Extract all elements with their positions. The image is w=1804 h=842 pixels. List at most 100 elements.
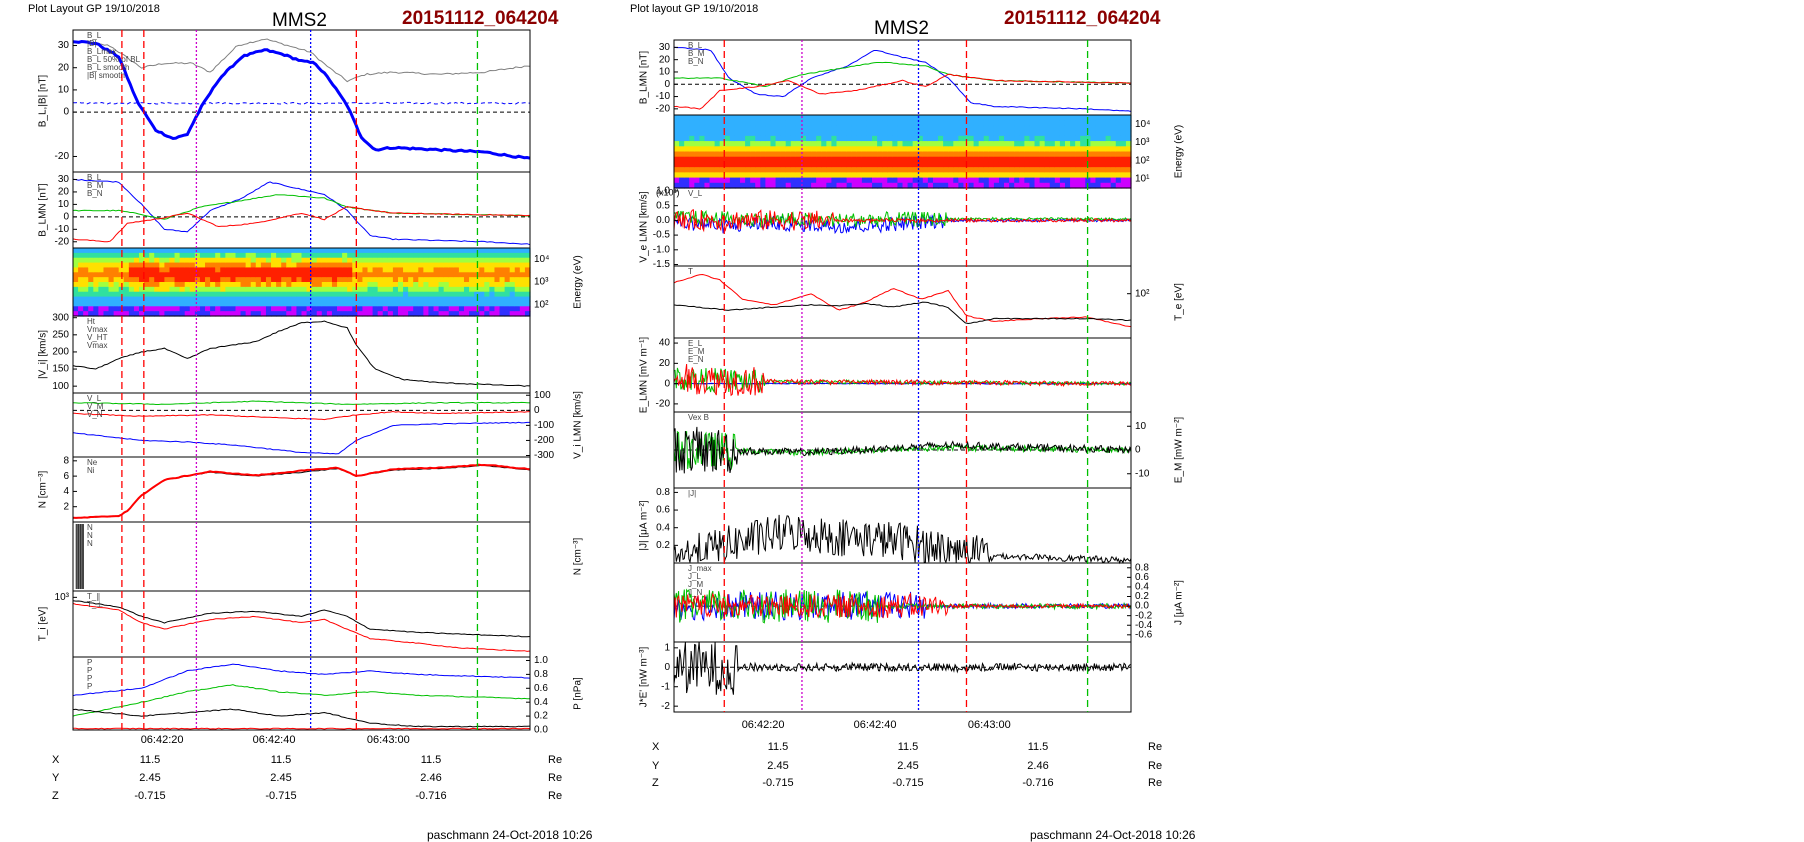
spectrogram-cell	[78, 282, 84, 288]
spectrogram-cell	[73, 262, 79, 269]
spectrogram-cell	[917, 167, 924, 173]
spectrogram-cell	[1090, 146, 1097, 153]
spectrogram-cell	[958, 151, 965, 158]
spectrogram-cell	[927, 172, 934, 179]
spectrogram-cell	[932, 167, 939, 173]
spectrogram-cell	[770, 167, 777, 173]
spectrogram-cell	[983, 167, 990, 173]
spectrogram-cell	[831, 182, 838, 189]
spectrogram-cell	[423, 248, 430, 254]
spectrogram-cell	[362, 282, 369, 288]
spectrogram-cell	[1125, 115, 1132, 121]
spectrogram-cell	[225, 291, 232, 298]
spectrogram-cell	[397, 248, 404, 254]
spectrogram-cell	[775, 135, 782, 142]
spectrogram-cell	[235, 282, 242, 288]
spectrogram-cell	[1014, 115, 1020, 121]
spectrogram-cell	[785, 125, 792, 132]
spectrogram-cell	[887, 120, 893, 127]
spectrogram-cell	[184, 291, 191, 298]
spectrogram-cell	[811, 146, 817, 153]
spectrogram-cell	[719, 177, 726, 184]
spectrogram-cell	[1125, 156, 1132, 163]
spectrogram-cell	[179, 248, 186, 254]
spectrogram-cell	[509, 301, 516, 307]
spectrogram-cell	[463, 248, 470, 254]
spectrogram-cell	[912, 172, 919, 179]
spectrogram-cell	[144, 306, 150, 312]
spectrogram-cell	[113, 291, 120, 298]
spectrogram-cell	[255, 286, 262, 293]
spectrogram-cell	[139, 248, 145, 254]
spectrogram-cell	[174, 252, 181, 259]
spectrogram-cell	[927, 135, 934, 142]
spectrogram-cell	[724, 182, 731, 189]
ephemeris-row-label: Z	[52, 790, 59, 802]
spectrogram-cell	[88, 296, 94, 303]
spectrogram-cell	[169, 252, 176, 259]
spectrogram-cell	[1115, 120, 1122, 127]
spectrogram-cell	[413, 248, 419, 254]
spectrogram-cell	[831, 120, 838, 127]
spectrogram-cell	[128, 257, 135, 264]
spectrogram-cell	[816, 156, 822, 163]
series--b-	[72, 38, 531, 83]
spectrogram-cell	[199, 306, 206, 312]
spectrogram-cell	[902, 156, 909, 163]
spectrogram-cell	[856, 141, 863, 147]
spectrogram-cell	[367, 291, 374, 298]
x-tick-label: 06:42:40	[253, 734, 296, 746]
spectrogram-cell	[433, 262, 440, 269]
spectrogram-cell	[428, 277, 435, 283]
spectrogram-cell	[347, 291, 353, 298]
spectrogram-cell	[362, 311, 369, 317]
spectrogram-cell	[1105, 146, 1112, 153]
spectrogram-cell	[311, 272, 318, 278]
right-title: MMS2	[874, 18, 929, 39]
spectrogram-cell	[1009, 120, 1015, 127]
spectrogram-cell	[458, 286, 465, 293]
spectrogram-cell	[93, 272, 99, 278]
spectrogram-cell	[240, 257, 247, 264]
spectrogram-cell	[418, 262, 424, 269]
spectrogram-cell	[679, 146, 685, 153]
spectrogram-cell	[291, 311, 298, 317]
spectrogram-cell	[144, 252, 150, 259]
spectrogram-cell	[260, 301, 267, 307]
spectrogram-cell	[785, 177, 792, 184]
spectrogram-cell	[1039, 156, 1046, 163]
spectrogram-cell	[973, 125, 980, 132]
spectrogram-cell	[1044, 135, 1051, 142]
spectrogram-cell	[397, 267, 404, 273]
spectrogram-cell	[205, 306, 211, 312]
spectrogram-cell	[866, 151, 873, 158]
spectrogram-cell	[154, 301, 160, 307]
spectrogram-cell	[1120, 115, 1127, 121]
spectrogram-cell	[291, 306, 298, 312]
spectrogram-cell	[306, 248, 313, 254]
spectrogram-cell	[856, 161, 863, 168]
spectrogram-cell	[367, 286, 374, 293]
spectrogram-cell	[331, 248, 338, 254]
spectrogram-cell	[1039, 151, 1046, 158]
y-tick-label: 0	[63, 211, 69, 222]
spectrogram-cell	[993, 182, 1000, 189]
spectrogram-cell	[851, 177, 858, 184]
spectrogram-cell	[872, 172, 878, 179]
spectrogram-cell	[194, 277, 201, 283]
spectrogram-cell	[189, 306, 196, 312]
spectrogram-cell	[1105, 182, 1112, 189]
spectrogram-cell	[912, 167, 919, 173]
spectrogram-cell	[993, 151, 1000, 158]
spectrogram-cell	[174, 277, 181, 283]
spectrogram-cell	[816, 130, 822, 137]
spectrogram-cell	[1059, 120, 1066, 127]
spectrogram-cell	[1070, 161, 1076, 168]
spectrogram-cell	[311, 311, 318, 317]
ephemeris-value: -0.715	[134, 790, 165, 802]
spectrogram-cell	[474, 301, 480, 307]
spectrogram-cell	[408, 311, 414, 317]
spectrogram-cell	[123, 248, 130, 254]
spectrogram-cell	[689, 120, 695, 127]
spectrogram-cell	[689, 151, 695, 158]
